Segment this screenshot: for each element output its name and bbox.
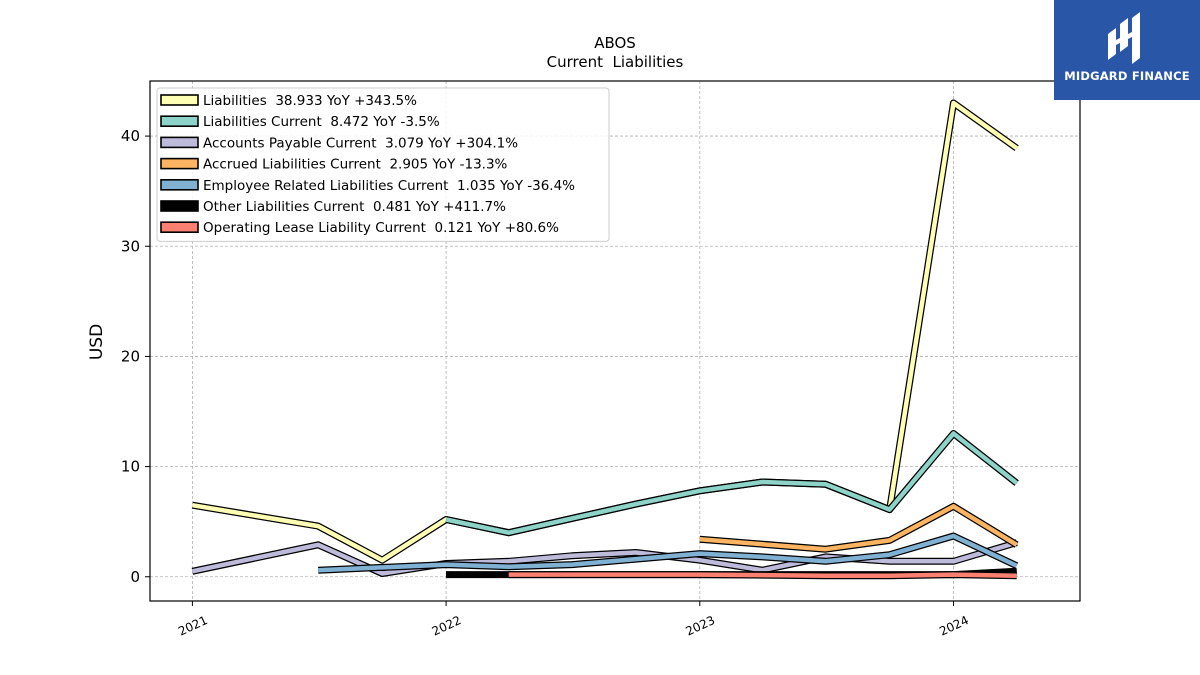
series-line-core <box>508 572 1017 578</box>
legend-label: Accounts Payable Current 3.079 YoY +304.… <box>203 135 518 151</box>
legend-box <box>156 87 610 242</box>
legend-label: Accrued Liabilities Current 2.905 YoY -1… <box>203 157 508 173</box>
series-line-core <box>191 540 1018 576</box>
brand-name: MIDGARD FINANCE <box>1064 69 1190 83</box>
series-line <box>508 571 1017 580</box>
series-line-core <box>445 431 1019 535</box>
chart-title: ABOS <box>594 34 636 52</box>
y-axis-label: USD <box>87 324 107 360</box>
plot-frame <box>149 80 1081 602</box>
series-line <box>318 532 1019 574</box>
y-tick-label: 0 <box>130 568 140 586</box>
legend-swatch <box>160 179 199 191</box>
x-tick-label: 2022 <box>430 613 464 639</box>
y-tick-label: 10 <box>121 458 140 476</box>
legend-swatch <box>160 157 199 170</box>
series-line-core <box>318 533 1018 573</box>
legend-label: Other Liabilities Current 0.481 YoY +411… <box>203 199 506 215</box>
legend-swatch <box>160 136 199 149</box>
legend-swatch <box>160 200 199 212</box>
x-tick-label: 2024 <box>937 613 971 639</box>
chart-subtitle: Current Liabilities <box>547 53 684 71</box>
y-tick-label: 40 <box>121 127 140 145</box>
x-tick-label: 2021 <box>176 613 210 639</box>
series-line-core <box>699 504 1018 552</box>
legend-label: Employee Related Liabilities Current 1.0… <box>203 178 575 194</box>
legend-swatch <box>160 94 199 106</box>
brand-logo-box: MIDGARD FINANCE <box>1054 0 1200 100</box>
midgard-logo-icon <box>1108 12 1140 64</box>
series-line <box>191 539 1018 577</box>
legend-label: Liabilities Current 8.472 YoY -3.5% <box>203 114 440 130</box>
legend-label: Operating Lease Liability Current 0.121 … <box>203 220 559 236</box>
legend-swatch <box>160 115 199 127</box>
legend-label: Liabilities 38.933 YoY +343.5% <box>203 93 417 109</box>
series-line <box>445 430 1019 537</box>
y-tick-label: 30 <box>121 237 140 255</box>
legend-swatch <box>160 221 199 233</box>
x-tick-label: 2023 <box>683 613 717 639</box>
y-tick-label: 20 <box>121 347 140 365</box>
series-line <box>699 502 1019 553</box>
